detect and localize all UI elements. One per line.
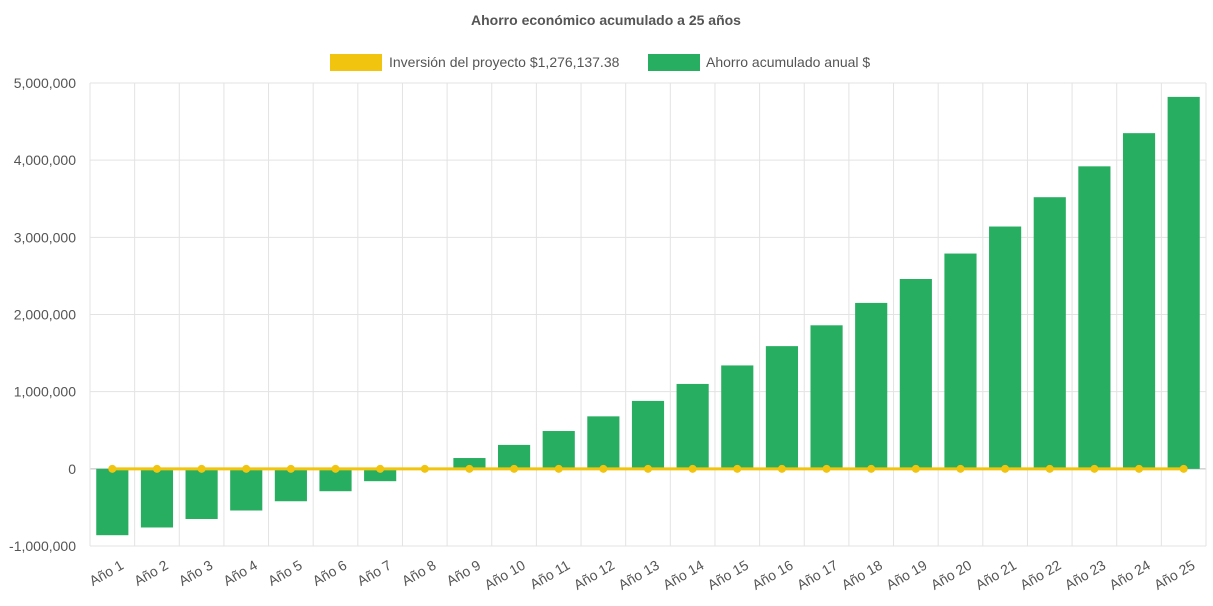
- x-tick-label: Año 21: [973, 557, 1020, 593]
- legend-label-investment: Inversión del proyecto $1,276,137.38: [389, 54, 620, 70]
- bar[interactable]: [765, 346, 798, 469]
- bar[interactable]: [96, 468, 129, 536]
- line-point[interactable]: [822, 464, 831, 473]
- bar[interactable]: [140, 468, 174, 528]
- bar[interactable]: [498, 444, 531, 469]
- x-tick-label: Año 3: [176, 557, 216, 589]
- line-point[interactable]: [1179, 464, 1188, 473]
- y-tick-label: 3,000,000: [14, 229, 76, 245]
- investment-line: [108, 464, 1188, 473]
- line-point[interactable]: [108, 464, 117, 473]
- y-tick-label: 4,000,000: [14, 152, 76, 168]
- line-point[interactable]: [197, 464, 206, 473]
- x-tick-label: Año 11: [527, 557, 573, 593]
- line-point[interactable]: [911, 464, 920, 473]
- line-point[interactable]: [152, 464, 161, 473]
- bar[interactable]: [185, 468, 218, 519]
- line-point[interactable]: [733, 464, 742, 473]
- x-axis-ticks: Año 1 Año 2 Año 3 Año 4 Año 5 Año 6 Año 7 Año 8…: [86, 557, 1197, 593]
- chart-title: Ahorro económico acumulado a 25 años: [471, 12, 741, 28]
- bar[interactable]: [587, 416, 620, 469]
- bar[interactable]: [989, 226, 1022, 469]
- line-point[interactable]: [286, 464, 295, 473]
- line-point[interactable]: [465, 464, 474, 473]
- x-tick-label: Año 17: [794, 557, 841, 593]
- y-tick-label: -1,000,000: [9, 538, 76, 554]
- bar[interactable]: [230, 468, 263, 511]
- bar[interactable]: [855, 302, 888, 469]
- x-tick-label: Año 2: [131, 557, 171, 589]
- line-point[interactable]: [599, 464, 608, 473]
- legend-swatch-savings: [648, 54, 700, 71]
- bar[interactable]: [810, 325, 843, 469]
- line-point[interactable]: [331, 464, 340, 473]
- legend-item-investment[interactable]: Inversión del proyecto $1,276,137.38: [330, 54, 620, 71]
- line-point[interactable]: [644, 464, 652, 473]
- line-point[interactable]: [777, 464, 786, 473]
- x-tick-label: Año 23: [1062, 557, 1109, 593]
- bar[interactable]: [944, 253, 977, 469]
- line-point[interactable]: [1001, 464, 1010, 473]
- line-point[interactable]: [867, 464, 876, 473]
- bar[interactable]: [1167, 96, 1200, 469]
- bar[interactable]: [453, 458, 486, 469]
- bar[interactable]: [364, 468, 397, 482]
- x-tick-label: Año 6: [310, 557, 350, 589]
- x-tick-label: Año 20: [928, 557, 975, 593]
- bar[interactable]: [721, 365, 754, 469]
- line-point[interactable]: [242, 464, 251, 473]
- line-point[interactable]: [1045, 464, 1054, 473]
- x-tick-label: Año 1: [86, 557, 126, 589]
- x-tick-label: Año 13: [615, 557, 662, 593]
- bar[interactable]: [1078, 166, 1111, 469]
- x-tick-label: Año 19: [883, 557, 930, 593]
- x-tick-label: Año 18: [839, 557, 886, 593]
- bar[interactable]: [1033, 197, 1066, 469]
- x-tick-label: Año 7: [354, 557, 394, 589]
- bar[interactable]: [631, 400, 665, 469]
- bar[interactable]: [676, 383, 709, 469]
- line-point[interactable]: [554, 464, 563, 473]
- line-point[interactable]: [420, 464, 429, 473]
- x-tick-label: Año 16: [749, 557, 796, 593]
- legend-item-savings[interactable]: Ahorro acumulado anual $: [648, 54, 870, 71]
- bars: [96, 96, 1200, 536]
- y-tick-label: 0: [68, 461, 76, 477]
- x-tick-label: Año 8: [399, 557, 439, 589]
- y-tick-label: 2,000,000: [14, 307, 76, 323]
- x-tick-label: Año 10: [481, 557, 528, 593]
- legend-swatch-investment: [330, 54, 382, 71]
- line-point[interactable]: [376, 464, 385, 473]
- bar[interactable]: [1122, 133, 1156, 469]
- bar[interactable]: [274, 468, 307, 502]
- x-tick-label: Año 24: [1106, 557, 1153, 593]
- x-tick-label: Año 4: [220, 557, 260, 589]
- legend: Inversión del proyecto $1,276,137.38 Aho…: [330, 54, 870, 71]
- y-axis-ticks: 5,000,000 4,000,000 3,000,000 2,000,000 1,00…: [9, 75, 76, 554]
- x-tick-label: Año 12: [571, 557, 618, 593]
- legend-label-savings: Ahorro acumulado anual $: [706, 54, 870, 70]
- x-tick-label: Año 15: [705, 557, 752, 593]
- line-point[interactable]: [510, 464, 519, 473]
- x-tick-label: Año 14: [660, 557, 707, 593]
- line-point[interactable]: [1135, 464, 1144, 473]
- bar[interactable]: [319, 468, 352, 492]
- line-point[interactable]: [956, 464, 965, 473]
- bar[interactable]: [542, 431, 575, 469]
- x-tick-label: Año 25: [1151, 557, 1198, 593]
- x-tick-label: Año 22: [1017, 557, 1064, 593]
- bar[interactable]: [899, 279, 932, 469]
- x-tick-label: Año 5: [265, 557, 305, 589]
- line-point[interactable]: [688, 464, 697, 473]
- y-tick-label: 5,000,000: [14, 75, 76, 91]
- y-tick-label: 1,000,000: [14, 384, 76, 400]
- line-point[interactable]: [1090, 464, 1099, 473]
- x-tick-label: Año 9: [444, 557, 484, 589]
